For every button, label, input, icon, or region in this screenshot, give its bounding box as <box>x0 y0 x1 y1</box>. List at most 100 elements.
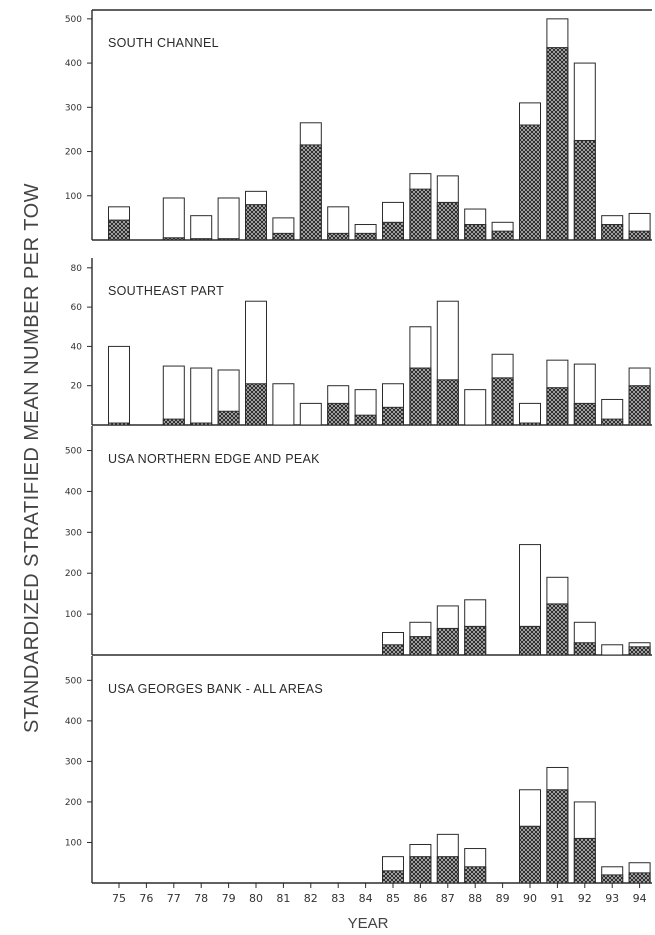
x-tick-label: 84 <box>359 892 373 905</box>
bar-total-88 <box>464 389 487 426</box>
x-tick-label: 87 <box>441 892 455 905</box>
bar-hatched-92 <box>573 139 596 241</box>
x-tick-label: 83 <box>331 892 345 905</box>
bar-hatched-85 <box>382 870 404 884</box>
x-tick-label: 82 <box>304 892 318 905</box>
x-tick-label: 90 <box>523 892 537 905</box>
bar-hatched-82 <box>299 144 322 241</box>
bar-hatched-75 <box>108 219 130 241</box>
bar-hatched-75 <box>108 422 130 426</box>
bar-total-77 <box>162 197 185 241</box>
bar-hatched-86 <box>409 367 432 426</box>
y-tick-label: 500 <box>65 676 82 686</box>
y-tick-label: 300 <box>65 528 82 538</box>
y-tick-label: 400 <box>65 59 82 69</box>
bar-hatched-93 <box>601 874 624 884</box>
bar-hatched-91 <box>546 789 569 884</box>
y-tick-label: 200 <box>65 798 82 808</box>
bar-hatched-90 <box>519 625 541 656</box>
bar-total-79 <box>217 197 240 241</box>
bar-hatched-77 <box>162 237 185 241</box>
bar-hatched-85 <box>382 221 404 241</box>
y-axis-title: STANDARDIZED STRATIFIED MEAN NUMBER PER … <box>21 183 43 733</box>
bar-hatched-86 <box>409 636 432 656</box>
panel-1: 100 200 300 400 500 SOUTH CHANNEL <box>65 9 652 241</box>
bar-hatched-80 <box>245 204 267 241</box>
x-tick-label: 89 <box>496 892 510 905</box>
bar-hatched-78 <box>190 422 213 426</box>
bar-hatched-79 <box>217 410 240 426</box>
bar-hatched-91 <box>546 47 569 241</box>
bar-hatched-80 <box>245 383 267 426</box>
y-tick-label: 200 <box>65 148 82 158</box>
bar-total-75 <box>108 345 130 426</box>
bar-hatched-90 <box>519 825 541 884</box>
bar-hatched-94 <box>628 646 651 656</box>
y-tick-label: 300 <box>65 757 82 767</box>
bar-hatched-83 <box>327 402 350 426</box>
bar-hatched-88 <box>464 866 487 884</box>
bar-hatched-90 <box>519 422 541 426</box>
y-tick-label: 500 <box>65 15 82 25</box>
bar-hatched-85 <box>382 644 404 656</box>
x-tick-label: 86 <box>413 892 427 905</box>
x-tick-label: 88 <box>468 892 482 905</box>
x-axis: 75 76 77 78 79 80 81 82 83 84 85 86 87 88 89 90 91 92 93 94 <box>112 883 647 905</box>
x-tick-label: 76 <box>139 892 153 905</box>
bar-hatched-87 <box>436 201 459 241</box>
bar-hatched-86 <box>409 188 432 241</box>
y-tick-label: 20 <box>71 382 83 392</box>
bar-total-93 <box>601 644 624 656</box>
y-tick-label: 400 <box>65 487 82 497</box>
x-tick-label: 93 <box>605 892 619 905</box>
y-tick-label: 80 <box>71 264 83 274</box>
bar-hatched-94 <box>628 230 651 241</box>
panel-title: USA NORTHERN EDGE AND PEAK <box>108 452 320 466</box>
bar-hatched-91 <box>546 387 569 426</box>
x-tick-label: 85 <box>386 892 400 905</box>
bar-hatched-90 <box>519 124 541 241</box>
y-tick-label: 100 <box>65 838 82 848</box>
x-axis-title: YEAR <box>348 915 389 932</box>
bar-hatched-77 <box>162 418 185 426</box>
bar-hatched-87 <box>436 627 459 656</box>
x-tick-label: 81 <box>276 892 290 905</box>
x-tick-label: 75 <box>112 892 126 905</box>
y-tick-label: 400 <box>65 717 82 727</box>
panel-title: SOUTHEAST PART <box>108 284 224 298</box>
bar-total-77 <box>162 365 185 426</box>
bar-hatched-92 <box>573 837 596 884</box>
bar-hatched-91 <box>546 603 569 656</box>
bar-hatched-81 <box>272 232 295 241</box>
bar-total-90 <box>519 402 541 426</box>
bar-total-78 <box>190 215 213 241</box>
bar-hatched-94 <box>628 385 651 426</box>
bar-hatched-93 <box>601 224 624 241</box>
panel-4: 100 200 300 400 500 USA GEORGES BANK - ALL AR… <box>65 656 652 884</box>
bar-hatched-87 <box>436 379 459 426</box>
x-tick-label: 78 <box>194 892 208 905</box>
bar-total-81 <box>272 383 295 426</box>
y-tick-label: 100 <box>65 192 82 202</box>
x-tick-label: 80 <box>249 892 263 905</box>
bar-total-78 <box>190 367 213 426</box>
bar-hatched-83 <box>327 232 350 241</box>
panel-3: 100 200 300 400 500 USA NORTHERN EDGE AND PEA… <box>65 426 652 656</box>
bar-hatched-84 <box>354 414 377 426</box>
bar-hatched-89 <box>491 230 514 241</box>
y-tick-label: 60 <box>71 303 83 313</box>
panel-2: 20 40 60 80 SOUTHEAST PART <box>71 258 652 426</box>
x-tick-label: 92 <box>578 892 592 905</box>
bar-hatched-88 <box>464 625 487 656</box>
bar-hatched-89 <box>491 377 514 426</box>
x-tick-label: 94 <box>633 892 647 905</box>
y-tick-label: 40 <box>71 342 83 352</box>
bar-hatched-86 <box>409 856 432 884</box>
bar-hatched-79 <box>217 238 240 241</box>
bar-hatched-93 <box>601 418 624 426</box>
bar-hatched-92 <box>573 642 596 656</box>
y-tick-label: 100 <box>65 610 82 620</box>
bar-total-82 <box>299 402 322 426</box>
y-tick-label: 200 <box>65 569 82 579</box>
